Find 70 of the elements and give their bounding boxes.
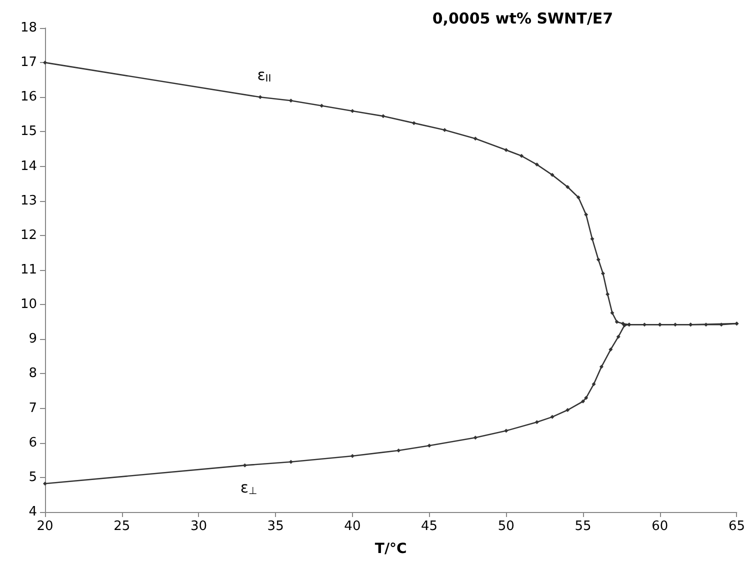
x-tick-label: 65 [728,519,745,534]
y-tick-label: 16 [20,90,37,105]
y-tick-label: 13 [20,193,37,208]
x-tick-label: 45 [421,519,438,534]
x-tick-label: 30 [190,519,207,534]
point [550,414,554,419]
point [584,396,588,400]
x-tick-label: 35 [267,519,284,534]
point [592,382,596,386]
x-tick-label: 60 [652,519,668,534]
point [288,98,293,103]
point [642,322,646,327]
x-tick-label: 55 [574,519,592,534]
y-tick-label: 6 [28,435,37,450]
point [608,348,613,352]
point [396,448,401,452]
point [288,460,293,464]
x-tick-label: 20 [36,519,54,534]
point [566,185,570,190]
point [442,128,447,132]
point [550,172,554,177]
point [584,212,588,217]
y-tick-label: 14 [20,158,37,174]
point [350,454,354,458]
point [576,195,580,200]
y-tick-label: 9 [28,332,37,347]
annotation: ε⊥ [240,478,258,497]
y-tick-label: 15 [20,124,37,140]
point [412,121,416,126]
point [581,399,586,404]
point [614,320,619,324]
point [43,482,47,486]
point [606,292,610,296]
x-axis-title: T/°C [374,541,407,557]
y-tick-label: 8 [28,366,37,382]
point [600,271,605,276]
point [616,334,620,339]
point [534,420,539,424]
chart-title: 0,0005 wt% SWNT/E7 [432,10,614,28]
x-tick-label: 40 [344,519,361,534]
point [242,463,247,468]
x-tick-label: 50 [498,519,514,534]
point [610,310,614,315]
point [520,154,524,158]
point [258,95,262,100]
point [350,108,354,113]
point [473,436,478,440]
y-tick-label: 7 [28,400,37,416]
y-tick-label: 18 [20,20,37,36]
point [473,136,478,141]
point [504,428,508,433]
y-tick-label: 17 [20,55,37,70]
y-tick-label: 5 [28,470,37,485]
point [43,60,47,65]
y-tick-label: 4 [28,504,37,520]
point [599,364,604,369]
point [590,236,594,241]
y-tick-label: 12 [20,228,37,243]
point [719,322,724,327]
point [320,104,324,108]
y-tick-label: 11 [20,262,37,278]
y-tick-label: 10 [20,297,37,312]
point [566,408,570,412]
point [381,114,386,118]
point [427,444,432,448]
point [673,322,678,327]
point [596,258,600,262]
x-tick-label: 25 [114,519,130,534]
point [504,148,508,152]
point [534,162,539,167]
